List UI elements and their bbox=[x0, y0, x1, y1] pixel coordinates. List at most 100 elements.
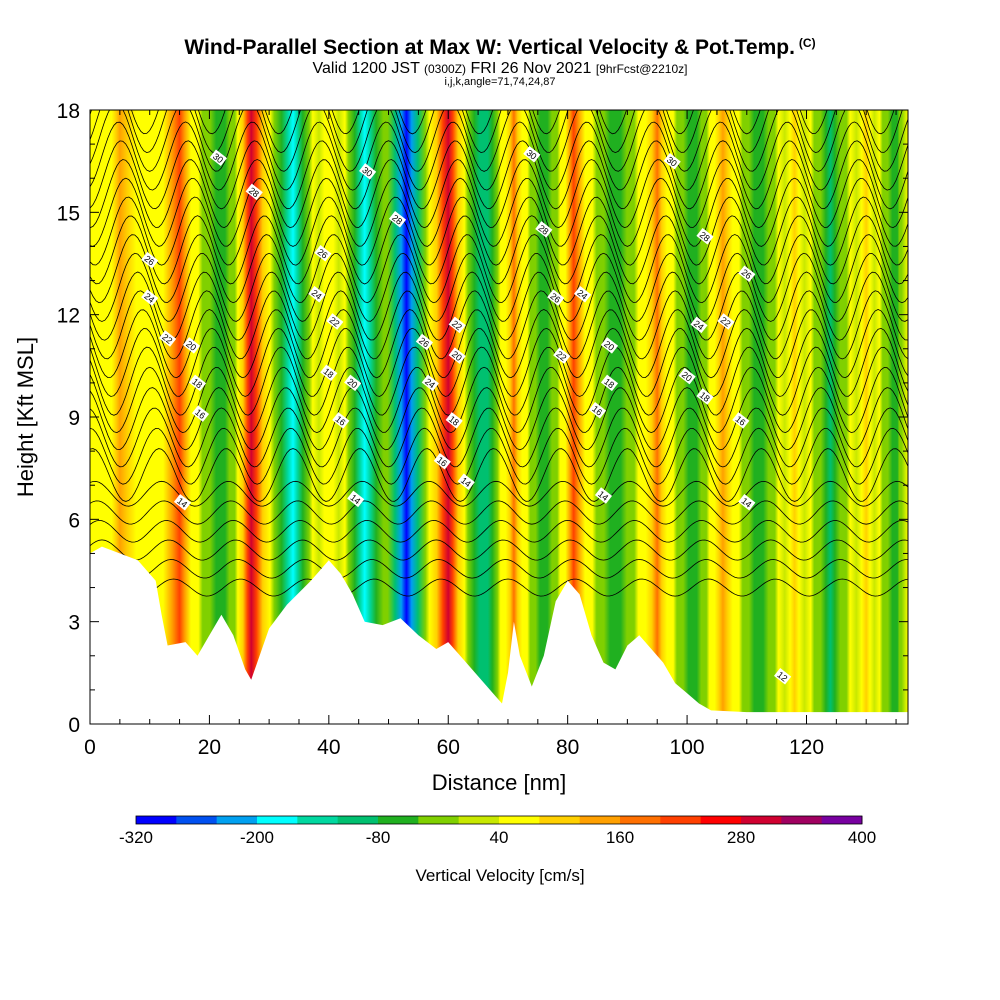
contour-label-bg bbox=[690, 316, 708, 334]
contour-label: 14 bbox=[173, 494, 192, 511]
contour-label-text: 24 bbox=[692, 318, 706, 332]
contour-label-bg bbox=[696, 388, 714, 405]
contour-label-text: 16 bbox=[733, 414, 747, 428]
y-tick-label: 6 bbox=[68, 509, 80, 532]
colorbar-swatch bbox=[620, 816, 661, 824]
contour-label-bg bbox=[421, 374, 439, 392]
y-axis: 0 3 6 9 12 15 18 bbox=[57, 100, 908, 737]
contour-label-text: 22 bbox=[450, 318, 464, 332]
contour-label-bg bbox=[678, 367, 696, 385]
contour-label-text: 28 bbox=[247, 185, 261, 199]
contour-label-bg bbox=[141, 289, 159, 306]
contour-label-text: 18 bbox=[321, 366, 335, 380]
y-axis-label: Height [Kft MSL] bbox=[13, 337, 38, 497]
colorbar-swatch bbox=[660, 816, 702, 824]
contour-label-text: 24 bbox=[575, 288, 589, 302]
x-axis: 0 20 40 60 80 100 120 bbox=[84, 110, 897, 759]
contour-label-text: 26 bbox=[142, 253, 156, 267]
contour-label: 18 bbox=[188, 374, 207, 392]
contour-label-bg bbox=[314, 245, 332, 262]
isentrope-line bbox=[90, 480, 908, 507]
contour-label: 18 bbox=[600, 374, 619, 392]
contour-label-text: 16 bbox=[435, 455, 449, 469]
y-tick-label: 12 bbox=[57, 305, 80, 328]
contour-label-text: 14 bbox=[459, 475, 473, 489]
contour-label-bg bbox=[588, 401, 607, 419]
contour-label: 26 bbox=[738, 265, 756, 282]
contour-label: 28 bbox=[245, 183, 263, 201]
contour-label-text: 18 bbox=[698, 390, 712, 404]
contour-label-text: 28 bbox=[536, 223, 550, 237]
plot-area: 30 28 26 24 22 20 18 16 14 30 28 26 24 22 18 20 16 14 26 22… bbox=[90, 110, 908, 724]
contour-label-text: 14 bbox=[596, 489, 610, 503]
contour-label-bg bbox=[191, 405, 210, 422]
isentrope-line bbox=[90, 309, 908, 379]
contour-label-text: 14 bbox=[739, 496, 753, 510]
contour-label: 14 bbox=[594, 487, 613, 504]
contour-label-bg bbox=[600, 337, 619, 354]
contour-label-bg bbox=[523, 146, 541, 163]
valid-time: Valid 1200 JST bbox=[312, 60, 420, 77]
contour-label: 28 bbox=[535, 221, 553, 238]
contour-label-bg bbox=[448, 316, 466, 334]
contour-label: 24 bbox=[690, 316, 708, 334]
contour-label-text: 24 bbox=[423, 376, 437, 390]
colorbar-tick-label: 400 bbox=[848, 828, 876, 847]
isentrope-line bbox=[90, 196, 908, 266]
contour-label-bg bbox=[738, 494, 756, 511]
colorbar: -320 -200 -80 40 160 280 400 bbox=[119, 815, 876, 847]
contour-label-bg bbox=[732, 412, 750, 429]
contour-label: 22 bbox=[553, 347, 571, 364]
contour-label-bg bbox=[553, 347, 571, 364]
contour-label-bg bbox=[344, 374, 362, 392]
colorbar-swatch bbox=[418, 816, 460, 824]
contour-label-text: 14 bbox=[175, 496, 189, 510]
isentrope-line bbox=[90, 407, 908, 468]
contour-label: 16 bbox=[332, 412, 350, 429]
contour-label-text: 26 bbox=[417, 335, 431, 349]
chart-subtitle: Valid 1200 JST (0300Z) FRI 26 Nov 2021 [… bbox=[0, 60, 1000, 78]
isentrope-line bbox=[90, 346, 908, 416]
colorbar-swatch bbox=[176, 816, 218, 824]
colorbar-tick-label: 280 bbox=[727, 828, 755, 847]
isentrope-line bbox=[90, 387, 908, 451]
contour-label-text: 16 bbox=[333, 414, 347, 428]
colorbar-tick-label: -80 bbox=[366, 828, 391, 847]
contour-label-bg bbox=[141, 251, 159, 269]
isentrope-line bbox=[90, 110, 903, 154]
isentrope-line bbox=[90, 500, 908, 525]
contour-label-bg bbox=[547, 289, 565, 306]
isentrope-line bbox=[90, 271, 908, 341]
colorbar-frame bbox=[135, 815, 863, 825]
contour-label-text: 24 bbox=[142, 291, 156, 305]
chart-title: Wind-Parallel Section at Max W: Vertical… bbox=[0, 36, 1000, 60]
y-tick-label: 0 bbox=[68, 714, 80, 737]
contour-label: 28 bbox=[696, 227, 714, 245]
contour-label-bg bbox=[535, 221, 553, 238]
contour-label: 22 bbox=[159, 330, 177, 347]
colorbar-swatch bbox=[499, 816, 540, 824]
isentrope-line bbox=[90, 159, 908, 229]
contour-label-text: 20 bbox=[602, 339, 616, 353]
contour-label: 22 bbox=[326, 313, 344, 330]
contour-label: 22 bbox=[717, 313, 735, 330]
y-tick-label: 15 bbox=[57, 202, 80, 225]
chart-title-main: Wind-Parallel Section at Max W: Vertical… bbox=[184, 36, 795, 59]
contour-label: 20 bbox=[344, 374, 362, 392]
contour-label: 24 bbox=[421, 374, 439, 392]
contour-label-bg bbox=[574, 285, 592, 303]
contour-label-text: 30 bbox=[360, 165, 374, 179]
contour-label: 12 bbox=[774, 667, 792, 685]
colorbar-swatch bbox=[700, 816, 742, 824]
contour-label-text: 26 bbox=[739, 267, 753, 281]
contour-label-bg bbox=[332, 412, 350, 429]
contour-label: 20 bbox=[600, 337, 619, 354]
contour-label: 26 bbox=[314, 245, 332, 262]
contour-label: 28 bbox=[388, 210, 407, 228]
contour-label-bg bbox=[159, 330, 177, 347]
colorbar-tick-label: 40 bbox=[490, 828, 509, 847]
contour-label: 30 bbox=[663, 152, 681, 170]
colorbar-swatch bbox=[458, 816, 500, 824]
potential-temperature-contours bbox=[90, 110, 908, 597]
